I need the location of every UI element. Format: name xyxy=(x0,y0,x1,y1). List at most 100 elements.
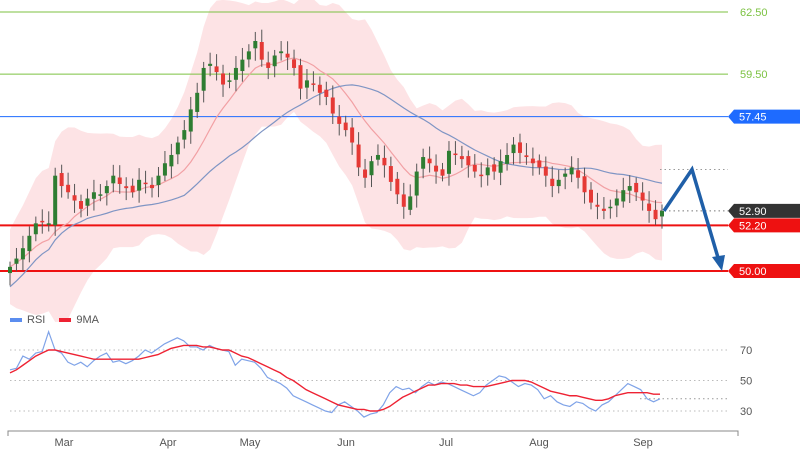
candle xyxy=(143,170,148,194)
arrow-head-icon xyxy=(712,255,725,271)
rsi-tick-50: 50 xyxy=(740,376,752,388)
price-tag-57.45: 57.45 xyxy=(728,109,800,124)
candle xyxy=(137,168,142,203)
x-tick-aug: Aug xyxy=(529,437,549,449)
candle xyxy=(91,179,96,211)
legend-item-9ma[interactable]: 9MA xyxy=(59,314,99,326)
svg-text:59.50: 59.50 xyxy=(740,69,768,81)
short-ma-line xyxy=(9,57,663,268)
candle xyxy=(150,177,155,198)
svg-text:52.90: 52.90 xyxy=(739,206,767,218)
time-axis: Mar Apr May Jun Jul Aug Sep xyxy=(7,430,739,449)
candle xyxy=(356,132,361,177)
candle xyxy=(408,184,413,216)
candle xyxy=(569,156,574,183)
candle xyxy=(285,41,290,71)
candle xyxy=(233,56,238,92)
candle xyxy=(621,177,626,208)
rsi-legend: RSI 9MA xyxy=(10,314,99,326)
x-tick-jun: Jun xyxy=(337,437,355,449)
candle xyxy=(79,194,84,218)
price-tag-59.50: 59.50 xyxy=(740,69,768,81)
candle xyxy=(453,141,458,165)
candle xyxy=(324,81,329,106)
candle xyxy=(375,144,380,166)
candle xyxy=(175,136,180,165)
long-ma-line xyxy=(9,84,663,288)
candle xyxy=(240,47,245,82)
candle xyxy=(27,226,32,263)
x-tick-jul: Jul xyxy=(439,437,453,449)
x-axis-line xyxy=(7,430,739,436)
candle xyxy=(298,58,303,100)
candle xyxy=(214,54,219,81)
candle xyxy=(363,158,368,188)
candle xyxy=(530,147,535,176)
candle xyxy=(492,157,497,180)
candle xyxy=(556,169,561,194)
candle xyxy=(66,172,71,199)
candle xyxy=(169,143,174,179)
candle xyxy=(266,51,271,80)
candle xyxy=(72,183,77,213)
candle xyxy=(382,145,387,178)
projection-path xyxy=(662,165,721,262)
candle xyxy=(485,158,490,186)
candle xyxy=(388,156,393,192)
candle xyxy=(472,154,477,178)
svg-text:52.20: 52.20 xyxy=(739,220,767,232)
candle xyxy=(588,182,593,210)
candle xyxy=(660,204,664,229)
candle xyxy=(640,182,645,211)
candle xyxy=(337,104,342,136)
rsi-swatch xyxy=(10,318,22,322)
candle xyxy=(343,115,348,137)
candle xyxy=(14,247,19,272)
rsi-tick-70: 70 xyxy=(740,345,752,357)
candle xyxy=(246,44,251,68)
candle xyxy=(53,167,58,236)
candle xyxy=(627,175,632,204)
candle xyxy=(498,149,503,186)
candle xyxy=(111,164,116,193)
candle xyxy=(479,162,484,188)
legend-item-rsi[interactable]: RSI xyxy=(10,314,45,326)
price-tag-52.90: 52.90 xyxy=(728,203,800,218)
candle xyxy=(517,133,522,164)
candle xyxy=(434,154,439,184)
svg-text:50.00: 50.00 xyxy=(739,266,767,278)
x-tick-mar: Mar xyxy=(55,437,74,449)
9ma-line xyxy=(9,344,660,412)
candle xyxy=(563,167,568,190)
candle xyxy=(421,148,426,179)
svg-text:62.50: 62.50 xyxy=(740,7,768,19)
x-tick-apr: Apr xyxy=(159,437,176,449)
price-tags: 62.50 59.50 57.45 52.90 52.20 50.00 xyxy=(728,7,800,278)
rsi-line xyxy=(9,329,661,418)
candle xyxy=(182,120,187,149)
candle xyxy=(156,166,161,198)
candle xyxy=(317,76,322,106)
candle xyxy=(304,69,309,99)
band-area xyxy=(10,0,662,322)
candle xyxy=(124,177,129,201)
price-tag-50.00: 50.00 xyxy=(728,264,800,278)
candle xyxy=(505,143,510,171)
candle xyxy=(59,164,64,198)
candle xyxy=(195,82,200,119)
projection-arrow xyxy=(662,165,725,271)
price-tag-52.20: 52.20 xyxy=(728,218,800,233)
candle xyxy=(543,156,548,187)
candle xyxy=(40,209,45,234)
moving-averages xyxy=(9,57,663,288)
candle xyxy=(511,137,516,165)
candle xyxy=(446,141,451,186)
x-tick-may: May xyxy=(240,437,261,449)
candle xyxy=(427,146,432,173)
legend-label-9ma: 9MA xyxy=(76,314,99,326)
candlesticks xyxy=(8,29,664,286)
candle xyxy=(85,188,90,216)
candle xyxy=(20,235,25,271)
price-levels xyxy=(0,11,728,272)
